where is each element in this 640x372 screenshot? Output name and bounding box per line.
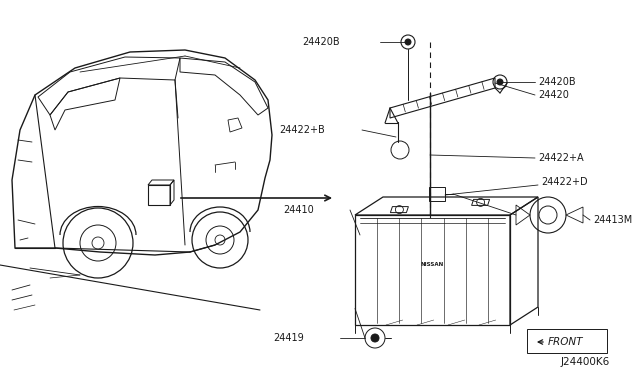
Text: 24419: 24419 bbox=[273, 333, 304, 343]
Circle shape bbox=[405, 39, 411, 45]
Text: 24413M: 24413M bbox=[593, 215, 632, 225]
Text: 24420B: 24420B bbox=[538, 77, 575, 87]
Circle shape bbox=[497, 79, 503, 85]
Text: 24422+B: 24422+B bbox=[279, 125, 325, 135]
Text: 24422+A: 24422+A bbox=[538, 153, 584, 163]
Text: 24420B: 24420B bbox=[302, 37, 340, 47]
Text: FRONT: FRONT bbox=[548, 337, 584, 347]
Text: NISSAN: NISSAN bbox=[421, 262, 444, 267]
Text: 24422+D: 24422+D bbox=[541, 177, 588, 187]
Text: J24400K6: J24400K6 bbox=[561, 357, 610, 367]
Circle shape bbox=[371, 334, 379, 342]
Text: 24420: 24420 bbox=[538, 90, 569, 100]
Text: 24410: 24410 bbox=[284, 205, 314, 215]
